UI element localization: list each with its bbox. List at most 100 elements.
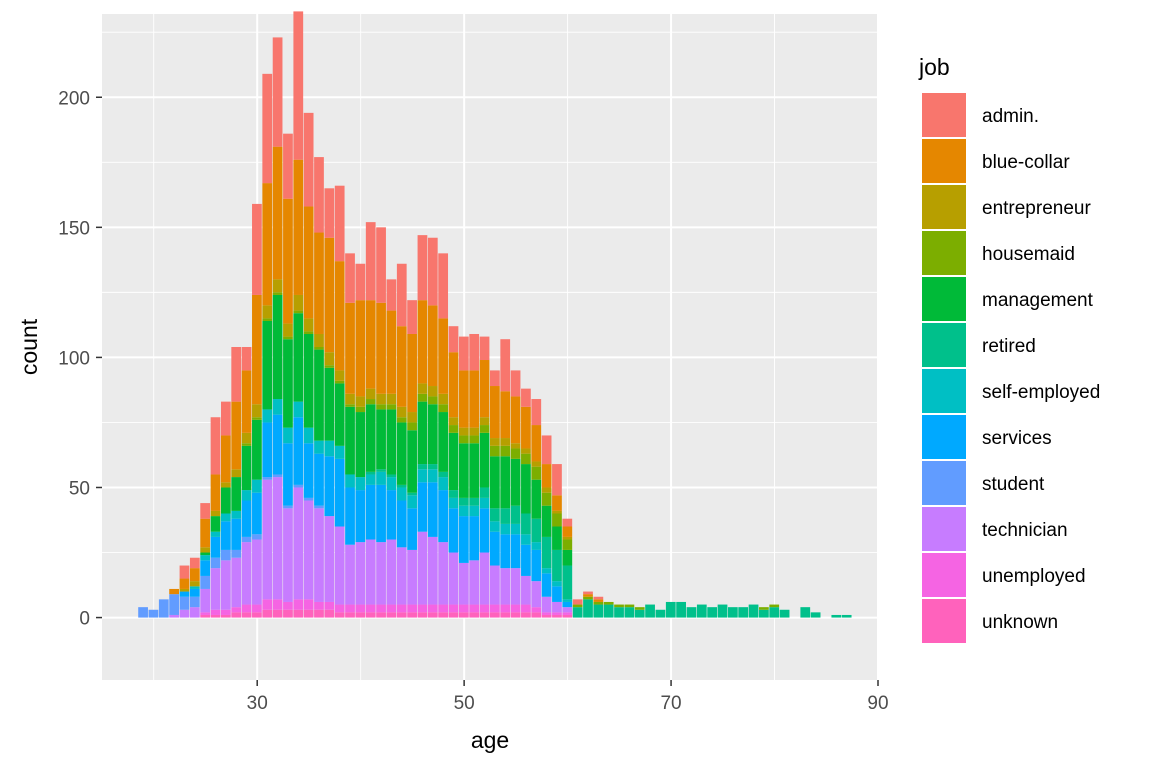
bar-segment [293,609,304,618]
bar-segment [458,505,469,517]
bar-segment [241,443,252,446]
bar-segment [210,568,221,610]
bar-segment [458,604,469,613]
bar-segment [717,604,728,618]
bar-segment [458,516,469,563]
bar-segment [231,518,242,550]
bar-segment [376,471,386,485]
bar-segment [686,607,697,618]
bar-segment [417,383,428,394]
y-tick-label: 100 [58,348,90,369]
bar-segment [469,560,480,605]
legend-label: admin. [982,106,1039,127]
bar-segment [386,279,397,311]
bar-segment [448,490,459,498]
y-tick-label: 200 [58,88,90,109]
bar-segment [438,490,449,543]
bar-segment [252,534,262,540]
bar-segment [283,339,293,428]
bar-segment [562,612,573,615]
bar-segment [396,406,407,418]
bar-segment [521,464,531,514]
bar-segment [593,596,604,600]
bar-segment [293,310,304,314]
bar-segment [179,565,190,579]
bar-segment [148,609,159,618]
bar-segment [241,432,252,444]
bar-segment [386,539,397,605]
bar-segment [707,607,718,618]
bar-segment [252,404,262,418]
y-tick-label: 150 [58,218,90,239]
bar-segment [490,370,500,387]
legend-label: student [982,474,1045,495]
bar-segment [541,435,552,465]
legend-label: housemaid [982,244,1075,265]
bar-segment [355,490,366,543]
bar-segment [189,581,200,587]
bar-segment [417,300,428,384]
bar-segment [272,279,283,293]
bar-segment [386,474,397,478]
bar-segment [438,612,449,618]
bar-segment [324,367,335,441]
bar-segment [272,294,283,400]
bar-segment [458,427,469,436]
bar-segment [541,505,552,537]
bar-segment [583,599,593,618]
bar-segment [365,484,376,540]
bar-segment [593,599,604,602]
bar-segment [583,591,593,595]
x-axis-title: age [471,727,509,753]
bar-segment [200,614,211,618]
bar-segment [345,487,355,545]
bar-segment [407,549,417,605]
bar-segment [345,393,355,405]
bar-segment [231,401,242,470]
bar-segment [438,412,449,472]
bar-segment [262,409,273,423]
bar-segment [510,523,521,535]
bar-segment [438,393,449,405]
y-tick-label: 0 [79,609,90,630]
bar-segment [490,531,500,566]
bar-segment [634,609,645,618]
bar-segment [293,484,304,488]
bar-segment [200,518,211,548]
bar-segment [531,518,542,543]
bar-segment [272,477,283,600]
bar-segment [272,37,283,147]
bar-segment [303,427,314,444]
legend-title: job [918,54,950,80]
bar-segment [448,612,459,618]
bar-segment [231,557,242,608]
bar-segment [314,440,324,454]
bar-segment [562,536,573,540]
bar-segment [562,526,573,537]
bar-segment [427,536,438,605]
bar-segment [541,487,552,493]
bar-segment [521,453,531,465]
bar-segment [396,604,407,613]
bar-segment [189,588,200,597]
bar-segment [189,568,200,582]
bar-segment [231,477,242,511]
bar-segment [479,487,490,498]
bar-segment [624,607,635,618]
bar-segment [200,588,211,613]
bar-segment [531,549,542,582]
bar-segment [531,466,542,480]
bar-segment [572,604,583,608]
bar-segment [479,508,490,553]
bar-segment [748,604,759,618]
bar-segment [665,601,676,618]
bar-segment [417,604,428,613]
bar-segment [490,438,500,446]
bar-segment [448,326,459,353]
bar-segment [427,464,438,470]
bar-segment [541,492,552,506]
bar-segment [396,417,407,423]
bar-segment [552,586,562,602]
legend-key [922,277,966,321]
